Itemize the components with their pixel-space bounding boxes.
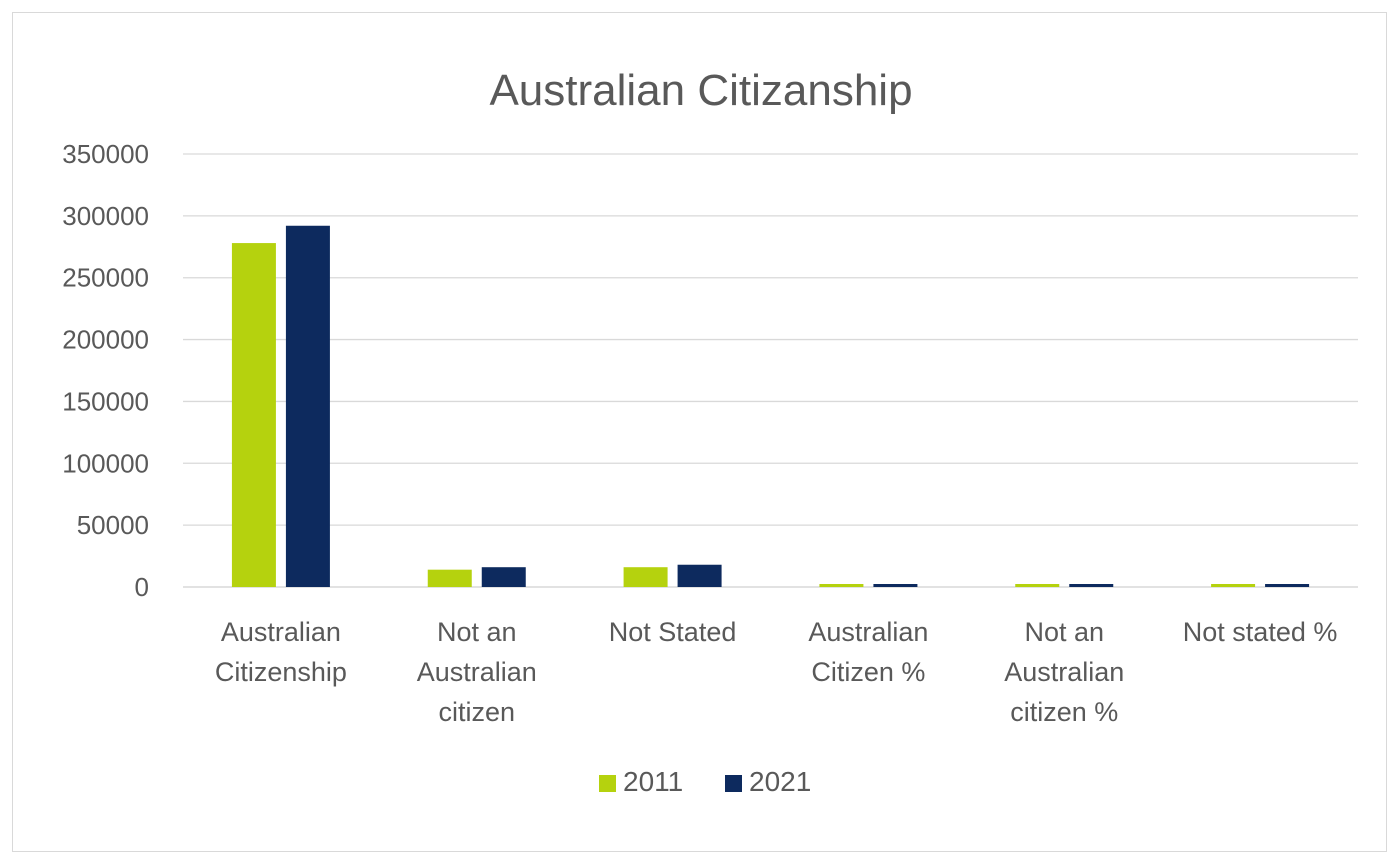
legend: 2011 2021 [599, 766, 811, 797]
category-label: Not an Australian citizen % [1004, 617, 1124, 727]
category-label: Not stated % [1183, 617, 1338, 647]
category-label: Not an Australian citizen [417, 617, 537, 727]
category-label-line: Citizenship [215, 657, 347, 687]
y-tick-label: 350000 [62, 139, 149, 169]
legend-label-2011: 2011 [623, 766, 683, 797]
bar-2011-4 [819, 584, 864, 587]
category-label-line: Australian [1004, 657, 1124, 687]
category-label-line: Citizen % [811, 657, 925, 687]
legend-swatch-2021 [725, 775, 742, 792]
bar-2021-4 [873, 584, 918, 587]
bar-2011-1 [231, 243, 276, 587]
category-label: Australian Citizen % [808, 617, 928, 687]
category-label-line: Not stated % [1183, 617, 1338, 647]
category-label-line: Not an [437, 617, 517, 647]
legend-swatch-2011 [599, 775, 616, 792]
bars [231, 225, 1310, 588]
y-axis-ticks: 0 50000 100000 150000 200000 250000 300000 3500… [62, 139, 149, 602]
category-label-line: Not Stated [609, 617, 737, 647]
y-tick-label: 50000 [77, 510, 149, 540]
bar-2011-3 [623, 567, 668, 587]
category-label-line: Australian [417, 657, 537, 687]
category-label-line: citizen [438, 697, 515, 727]
category-label-line: Australian [808, 617, 928, 647]
chart-frame: Australian Citizanship 0 50000 100000 15000… [12, 12, 1387, 852]
y-tick-label: 200000 [62, 325, 149, 355]
y-tick-label: 100000 [62, 448, 149, 478]
y-tick-label: 0 [135, 572, 149, 602]
y-tick-label: 250000 [62, 263, 149, 293]
bar-2021-2 [481, 567, 526, 587]
category-label-line: citizen % [1010, 697, 1118, 727]
bar-2011-2 [427, 569, 472, 587]
legend-label-2021: 2021 [749, 766, 811, 797]
bar-2021-1 [285, 225, 330, 588]
y-tick-label: 150000 [62, 386, 149, 416]
chart-title: Australian Citizanship [489, 66, 912, 115]
bar-2021-6 [1265, 584, 1310, 587]
category-label: Australian Citizenship [215, 617, 347, 687]
bar-2021-5 [1069, 584, 1114, 587]
category-label-line: Not an [1024, 617, 1104, 647]
category-label: Not Stated [609, 617, 737, 647]
bar-2011-6 [1211, 584, 1256, 587]
bar-chart: Australian Citizanship 0 50000 100000 15000… [62, 66, 1358, 797]
x-axis-categories: Australian Citizenship Not an Australian cit… [215, 617, 1337, 727]
category-label-line: Australian [221, 617, 341, 647]
bar-2011-5 [1015, 584, 1060, 587]
gridlines [183, 153, 1358, 588]
y-tick-label: 300000 [62, 201, 149, 231]
bar-2021-3 [677, 564, 722, 587]
